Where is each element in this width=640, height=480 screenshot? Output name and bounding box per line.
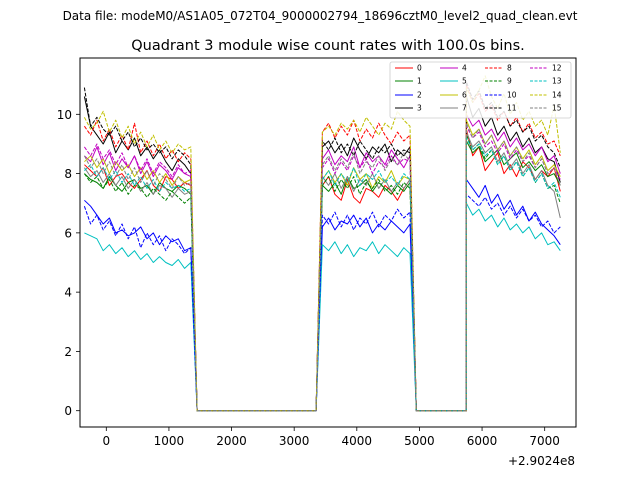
- y-tick-label: 0: [64, 404, 72, 418]
- y-tick-label: 10: [57, 108, 72, 122]
- legend-label-10: 10: [507, 91, 517, 100]
- y-tick-label: 8: [64, 167, 72, 181]
- x-tick-label: 3000: [279, 434, 310, 448]
- legend-label-3: 3: [417, 104, 422, 113]
- series-line-14: [83, 75, 561, 412]
- x-tick-label: 7000: [529, 434, 560, 448]
- x-axis: 0 1000 2000 3000 4000 5000 6000 7000: [102, 427, 560, 448]
- series-line-2: [84, 179, 561, 412]
- x-offset-label: +2.9024e8: [508, 454, 575, 468]
- y-tick-label: 2: [64, 345, 72, 359]
- legend-label-11: 11: [507, 104, 517, 113]
- series-line-9: [83, 134, 561, 412]
- x-tick-label: 6000: [467, 434, 498, 448]
- legend-label-8: 8: [507, 64, 512, 73]
- legend-label-7: 7: [462, 104, 467, 113]
- legend-label-9: 9: [507, 77, 512, 86]
- series-line-5: [84, 202, 561, 412]
- series-line-10: [83, 193, 561, 412]
- axes-frame: [79, 57, 577, 428]
- chart-title: Quadrant 3 module wise count rates with …: [131, 38, 525, 54]
- legend-label-1: 1: [417, 77, 422, 86]
- legend-label-0: 0: [417, 64, 422, 73]
- y-tick-label: 6: [64, 226, 72, 240]
- series-line-4: [84, 113, 561, 412]
- x-tick-label: 5000: [404, 434, 435, 448]
- legend-label-12: 12: [552, 64, 562, 73]
- series-line-13: [84, 137, 561, 412]
- legend-label-14: 14: [552, 91, 562, 100]
- x-tick-label: 1000: [154, 434, 185, 448]
- legend-label-5: 5: [462, 77, 467, 86]
- y-tick-label: 4: [64, 286, 72, 300]
- series-line-15: [83, 122, 561, 412]
- legend-label-15: 15: [552, 104, 562, 113]
- legend-label-6: 6: [462, 91, 467, 100]
- y-axis: 0 2 4 6 8 10: [57, 108, 80, 418]
- legend-label-2: 2: [417, 91, 422, 100]
- x-tick-label: 2000: [216, 434, 247, 448]
- x-tick-label: 0: [102, 434, 110, 448]
- legend-label-13: 13: [552, 77, 562, 86]
- legend-label-4: 4: [462, 64, 467, 73]
- x-tick-label: 4000: [342, 434, 373, 448]
- series-line-12: [83, 125, 561, 412]
- series-layer: [83, 75, 561, 412]
- legend-box: [389, 61, 572, 119]
- chart-suptitle: Data file: modeM0/AS1A05_072T04_90000027…: [63, 9, 578, 23]
